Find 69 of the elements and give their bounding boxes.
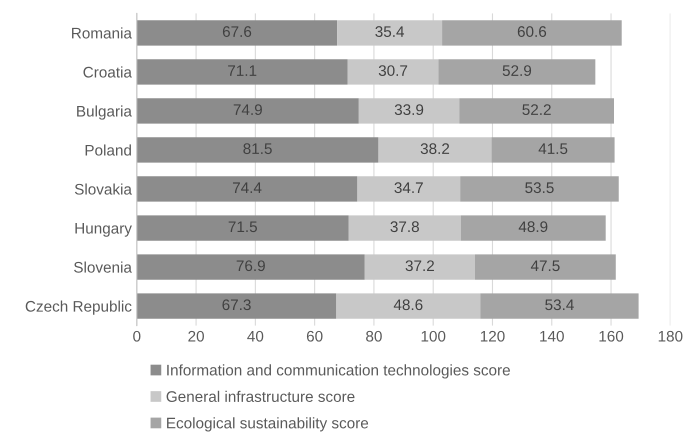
y-tick-label: Poland bbox=[86, 144, 131, 156]
bar bbox=[337, 20, 442, 46]
data-label: 67.3 bbox=[222, 299, 251, 310]
x-tick-label: 0 bbox=[133, 330, 140, 342]
y-tick-label: Bulgaria bbox=[77, 105, 132, 120]
x-tick-label: 160 bbox=[599, 330, 624, 342]
legend-label: General infrastructure score bbox=[166, 390, 354, 402]
bar bbox=[136, 254, 365, 280]
bar bbox=[348, 59, 439, 85]
x-tick-label: 20 bbox=[188, 330, 204, 342]
bar bbox=[480, 293, 639, 319]
bar bbox=[438, 59, 596, 85]
data-label: 52.2 bbox=[522, 104, 551, 116]
data-label: 35.4 bbox=[375, 26, 404, 37]
bar bbox=[442, 20, 622, 46]
data-label: 34.7 bbox=[394, 182, 423, 194]
bar bbox=[378, 137, 492, 163]
bar bbox=[136, 59, 348, 85]
y-tick-label: Slovenia bbox=[74, 262, 132, 273]
x-tick-label: 120 bbox=[480, 330, 505, 342]
data-label: 52.9 bbox=[502, 65, 532, 76]
bar bbox=[136, 20, 338, 46]
data-label: 37.8 bbox=[390, 221, 419, 232]
x-tick-label: 100 bbox=[422, 330, 446, 342]
data-label: 38.2 bbox=[420, 143, 450, 154]
bar bbox=[136, 293, 336, 319]
legend-label: Ecological sustainability score bbox=[167, 417, 368, 432]
x-tick-label: 60 bbox=[306, 330, 323, 342]
bar bbox=[460, 176, 619, 202]
x-tick-label: 180 bbox=[658, 330, 682, 342]
bar bbox=[492, 137, 615, 163]
bar bbox=[358, 98, 460, 124]
data-label: 74.4 bbox=[232, 182, 262, 193]
bar bbox=[459, 98, 614, 124]
data-label: 30.7 bbox=[378, 65, 408, 76]
x-tick-label: 80 bbox=[366, 330, 382, 342]
data-label: 37.2 bbox=[406, 260, 434, 272]
y-tick-label: Czech Republic bbox=[26, 300, 132, 315]
x-tick-label: 40 bbox=[247, 330, 264, 342]
data-label: 71.1 bbox=[228, 65, 256, 76]
y-tick-label: Romania bbox=[72, 27, 132, 39]
bar bbox=[460, 215, 606, 241]
y-tick-label: Croatia bbox=[83, 66, 132, 78]
bar bbox=[136, 176, 358, 202]
data-label: 48.9 bbox=[518, 221, 548, 232]
data-label: 53.4 bbox=[545, 299, 574, 310]
data-label: 41.5 bbox=[538, 143, 568, 154]
bar bbox=[136, 98, 359, 124]
bar bbox=[336, 293, 480, 319]
bar bbox=[136, 215, 349, 241]
data-label: 76.9 bbox=[236, 260, 265, 272]
bar bbox=[348, 215, 461, 241]
x-tick-label: 140 bbox=[540, 330, 564, 342]
y-tick-label: Hungary bbox=[75, 223, 132, 237]
data-label: 74.9 bbox=[234, 104, 262, 116]
data-label: 47.5 bbox=[530, 260, 560, 272]
bar bbox=[474, 254, 616, 280]
legend-label: Information and communication technologies score bbox=[167, 364, 510, 379]
bar bbox=[364, 254, 475, 280]
data-label: 81.5 bbox=[243, 143, 272, 154]
data-label: 71.5 bbox=[228, 221, 257, 232]
y-tick-label: Slovakia bbox=[74, 183, 132, 195]
data-label: 67.6 bbox=[222, 26, 252, 37]
bar bbox=[136, 137, 378, 163]
data-label: 33.9 bbox=[394, 104, 424, 116]
data-label: 48.6 bbox=[394, 299, 422, 310]
data-label: 60.6 bbox=[518, 26, 546, 37]
bar bbox=[357, 176, 460, 202]
data-label: 53.5 bbox=[525, 182, 554, 194]
